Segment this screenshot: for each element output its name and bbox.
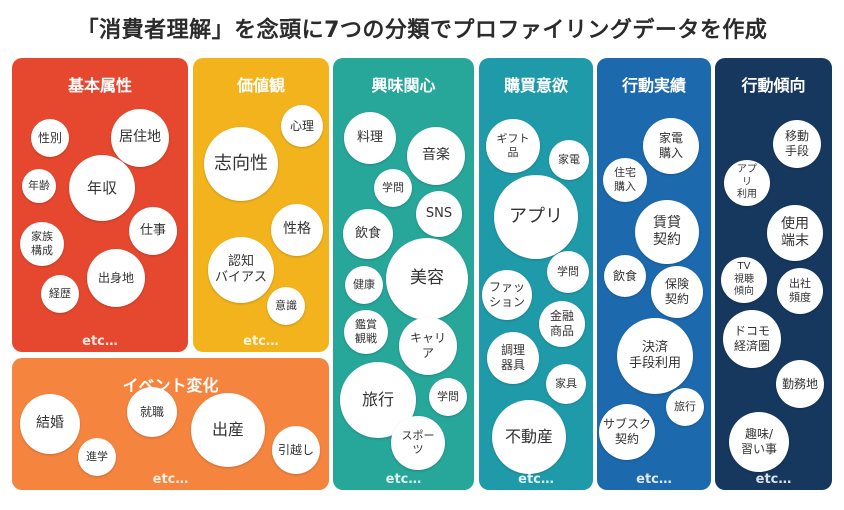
etc-label: etc… xyxy=(243,334,279,349)
bubble-tendency: アプ リ 利用 xyxy=(724,160,770,206)
bubble-purchase: 家具 xyxy=(546,364,586,404)
panel-actions: 行動実績家電 購入 住宅 購入 賃貸 契約 飲食 保険 契約 決済 手段利用 旅行 サブスク … xyxy=(597,58,711,490)
etc-label: etc… xyxy=(755,472,792,487)
bubble-event: 引越し xyxy=(272,426,320,474)
bubble-interest: 健康 xyxy=(345,266,383,304)
bubble-basic: 年齢 xyxy=(22,169,56,203)
page-title: 「消費者理解」を念頭に7つの分類でプロファイリングデータを作成 xyxy=(76,18,768,43)
bubble-values: 志向性 xyxy=(204,127,278,201)
bubble-interest: 料理 xyxy=(344,112,396,164)
bubble-actions: 住宅 購入 xyxy=(603,158,647,202)
bubble-actions: 賃貸 契約 xyxy=(635,200,699,264)
bubble-purchase: ギフト 品 xyxy=(486,119,540,173)
bubble-purchase: 不動産 xyxy=(492,400,566,474)
bubble-tendency: ドコモ 経済圏 xyxy=(723,310,781,368)
bubble-tendency: 移動 手段 xyxy=(773,120,821,168)
bubble-event: 就職 xyxy=(127,387,177,437)
bubble-event: 結婚 xyxy=(20,394,80,454)
bubble-basic: 経歴 xyxy=(41,275,79,313)
bubble-event: 進学 xyxy=(78,438,116,476)
bubble-purchase: アプリ xyxy=(494,175,578,259)
bubble-basic: 家族 構成 xyxy=(20,222,64,266)
etc-label: etc… xyxy=(385,472,422,487)
bubble-actions: 決済 手段利用 xyxy=(617,318,693,394)
panel-interest: 興味関心 料理 音楽 学問 飲食 SNS 健康 美容 鑑賞 観戦 キャリ ア旅行 学問 スポー ツ et… xyxy=(333,58,474,490)
bubble-event: 出産 xyxy=(191,393,265,467)
etc-label: etc… xyxy=(636,472,672,487)
bubble-basic: 仕事 xyxy=(129,207,177,255)
panel-title-tendency: 行動傾向 xyxy=(741,76,806,95)
bubble-actions: サブスク 契約 xyxy=(599,404,655,460)
bubble-actions: 家電 購入 xyxy=(643,118,699,174)
bubble-values: 性格 xyxy=(271,204,323,256)
bubble-basic: 性別 xyxy=(31,119,69,157)
bubble-basic: 年収 xyxy=(69,155,135,221)
panel-title-purchase: 購買意欲 xyxy=(503,76,568,95)
bubble-actions: 飲食 xyxy=(604,255,646,297)
bubble-tendency: 勤務地 xyxy=(776,360,824,408)
etc-label: etc… xyxy=(518,472,554,487)
bubble-tendency: TV 視聴 傾向 xyxy=(721,257,767,303)
panel-event: イベント変化結婚 就職 出産進学 引越し etc… xyxy=(12,358,329,490)
bubble-interest: SNS xyxy=(416,191,462,237)
bubble-purchase: 家電 xyxy=(549,140,589,180)
bubble-interest: 学問 xyxy=(374,169,412,207)
panel-purchase: 購買意欲ギフト 品家電 アプリファッ ション 学問金融 商品 調理 器具 家具 不動産 et… xyxy=(479,58,593,490)
bubble-basic: 出身地 xyxy=(87,249,145,307)
bubble-purchase: 金融 商品 xyxy=(539,301,585,347)
bubble-actions: 保険 契約 xyxy=(651,266,703,318)
etc-label: etc… xyxy=(152,472,189,487)
panel-title-event: イベント変化 xyxy=(122,376,219,395)
bubble-interest: 学問 xyxy=(429,378,467,416)
bubble-interest: スポー ツ xyxy=(391,416,445,470)
bubble-tendency: 使用 端末 xyxy=(767,205,823,261)
bubble-interest: 飲食 xyxy=(343,209,393,259)
panel-values: 価値観心理 志向性 性格 認知 バイアス 意識 etc… xyxy=(193,58,329,352)
bubble-interest: 美容 xyxy=(386,238,468,320)
panel-basic: 基本属性性別 居住地年齢 年収 家族 構成 仕事 出身地 経歴 etc… xyxy=(12,58,188,352)
bubble-purchase: ファッ ション xyxy=(482,270,532,320)
panel-title-actions: 行動実績 xyxy=(621,76,686,95)
panel-title-interest: 興味関心 xyxy=(371,76,436,95)
bubble-interest: 音楽 xyxy=(407,127,465,185)
etc-label: etc… xyxy=(82,334,118,349)
panel-title-basic: 基本属性 xyxy=(67,76,132,95)
bubble-values: 認知 バイアス xyxy=(208,237,274,303)
panel-title-values: 価値観 xyxy=(236,76,285,95)
bubble-purchase: 調理 器具 xyxy=(487,332,539,384)
bubble-actions: 旅行 xyxy=(666,388,704,426)
bubble-values: 意識 xyxy=(267,287,305,325)
bubble-tendency: 出社 頻度 xyxy=(777,268,823,314)
bubble-interest: 鑑賞 観戦 xyxy=(344,310,388,354)
bubble-tendency: 趣味/ 習い事 xyxy=(729,412,789,472)
bubble-basic: 居住地 xyxy=(111,109,169,167)
bubble-purchase: 学問 xyxy=(547,251,589,293)
bubble-values: 心理 xyxy=(281,105,323,147)
bubble-interest: キャリ ア xyxy=(399,317,457,375)
panel-tendency: 行動傾向移動 手段 アプ リ 利用 使用 端末 TV 視聴 傾向 出社 頻度 ドコモ 経済… xyxy=(715,58,832,490)
